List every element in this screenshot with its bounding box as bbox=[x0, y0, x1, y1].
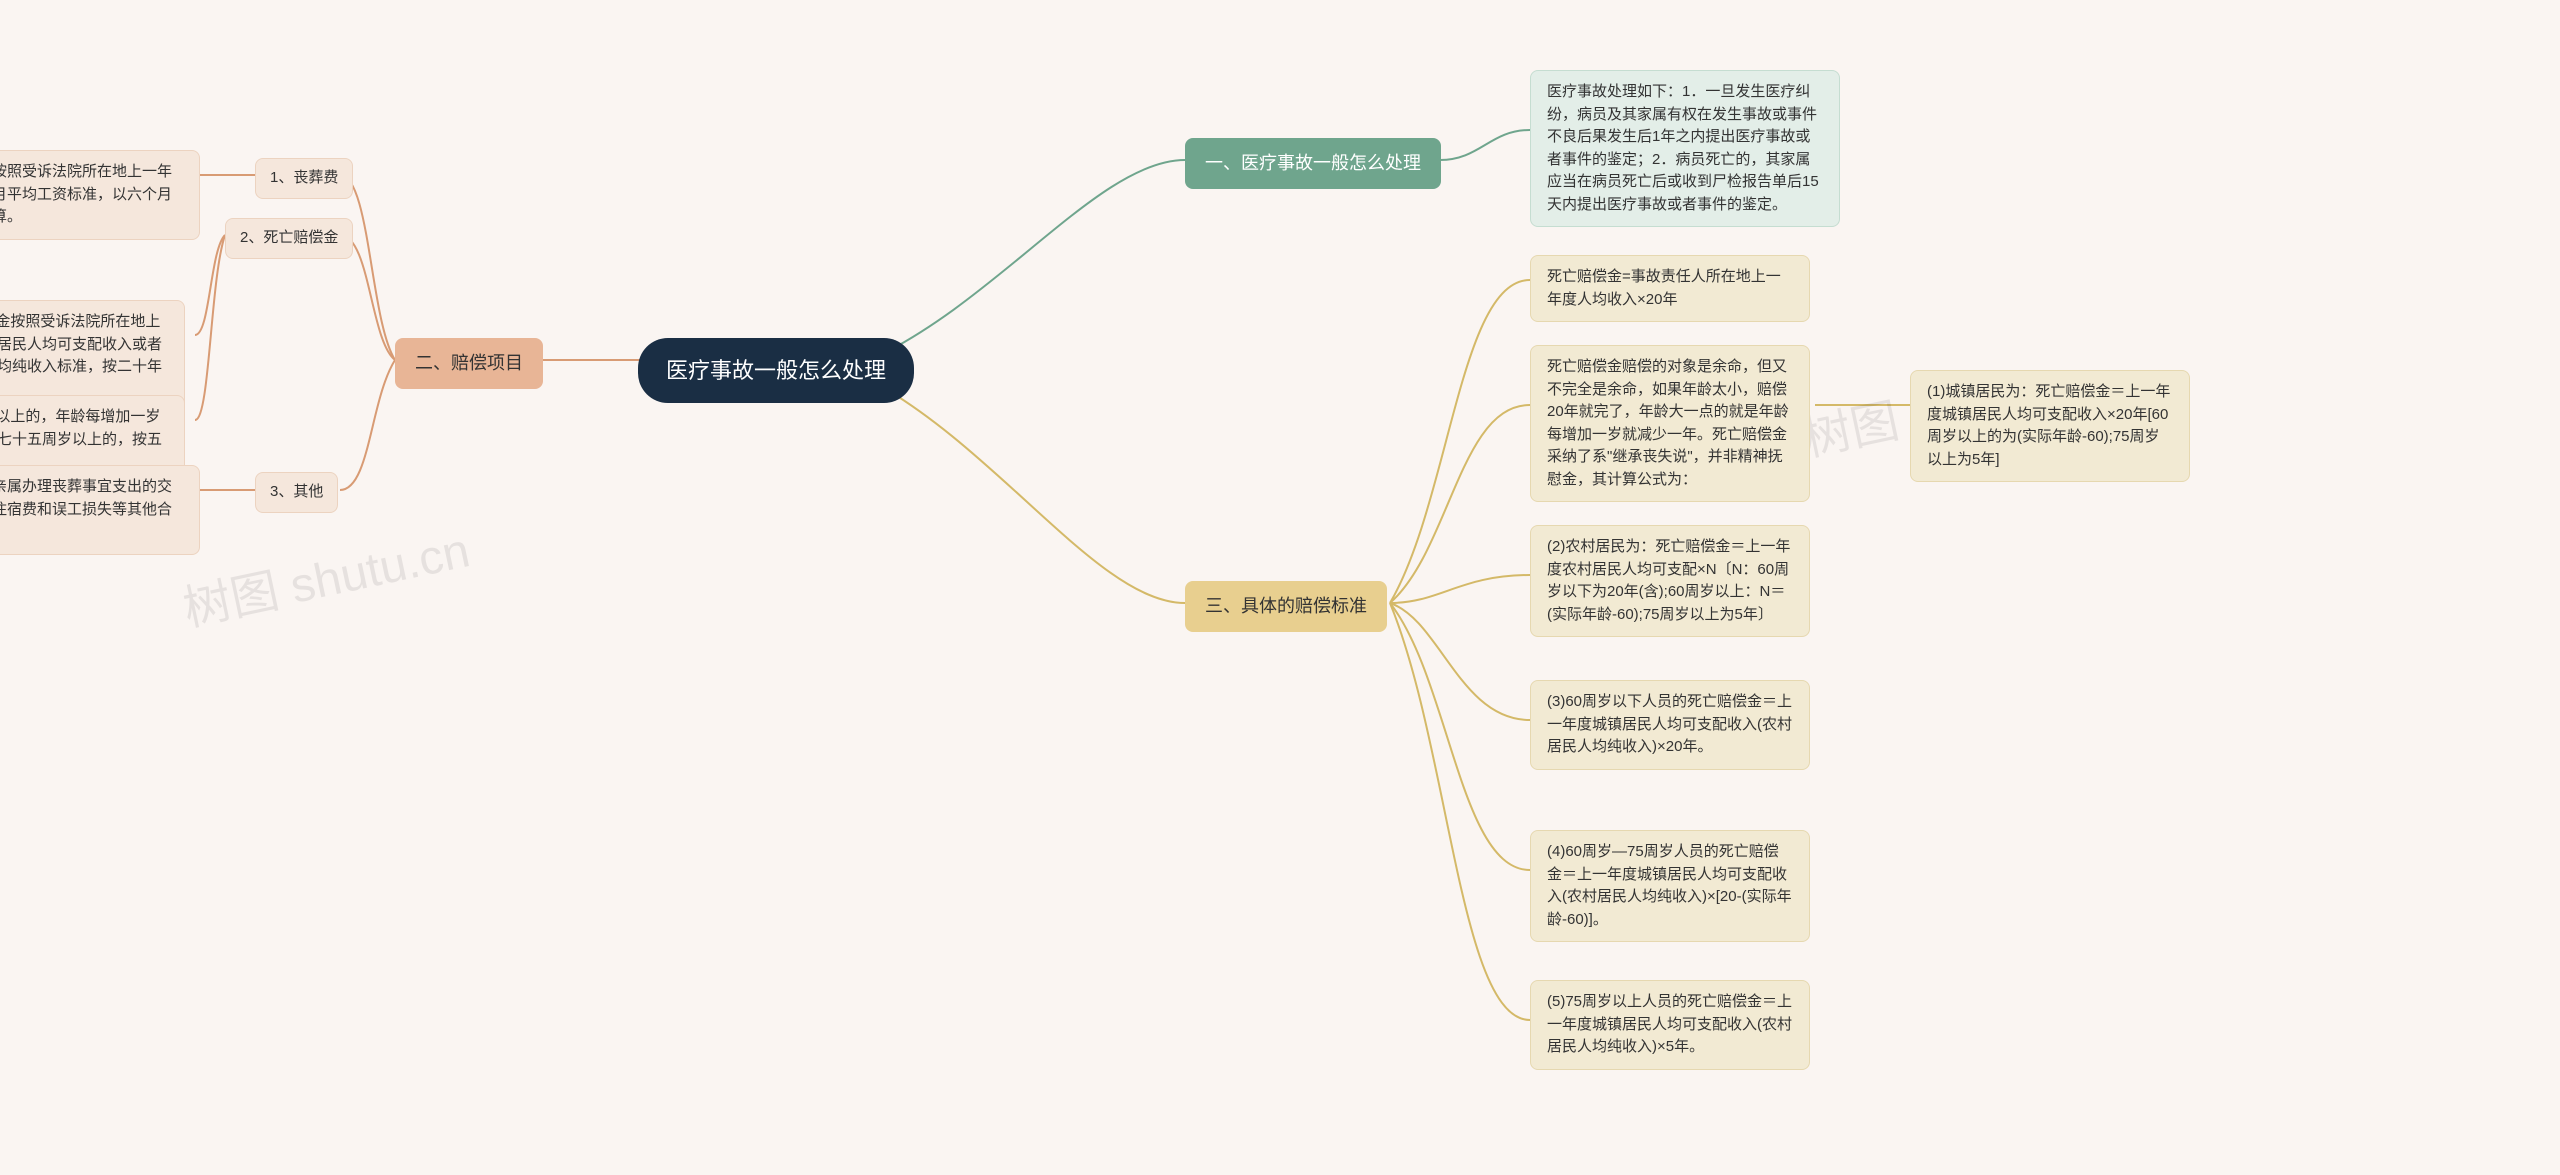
branch3-item5: (5)75周岁以上人员的死亡赔偿金＝上一年度城镇居民人均可支配收入(农村居民人均… bbox=[1530, 980, 1810, 1070]
branch2-item1-detail: 丧葬费按照受诉法院所在地上一年度职工月平均工资标准，以六个月总额计算。 bbox=[0, 150, 200, 240]
branch2-item3-detail: 受害人亲属办理丧葬事宜支出的交通费、住宿费和误工损失等其他合理费用。 bbox=[0, 465, 200, 555]
branch3-item0: 死亡赔偿金=事故责任人所在地上一年度人均收入×20年 bbox=[1530, 255, 1810, 322]
branch3-item2: (2)农村居民为：死亡赔偿金＝上一年度农村居民人均可支配×N〔N：60周岁以下为… bbox=[1530, 525, 1810, 637]
center-node: 医疗事故一般怎么处理 bbox=[638, 338, 914, 403]
branch3-item4: (4)60周岁—75周岁人员的死亡赔偿金＝上一年度城镇居民人均可支配收入(农村居… bbox=[1530, 830, 1810, 942]
branch3-title: 三、具体的赔偿标准 bbox=[1185, 581, 1387, 632]
branch2-title: 二、赔偿项目 bbox=[395, 338, 543, 389]
branch3-item3: (3)60周岁以下人员的死亡赔偿金＝上一年度城镇居民人均可支配收入(农村居民人均… bbox=[1530, 680, 1810, 770]
branch1-leaf: 医疗事故处理如下：1．一旦发生医疗纠纷，病员及其家属有权在发生事故或事件不良后果… bbox=[1530, 70, 1840, 227]
branch1-title: 一、医疗事故一般怎么处理 bbox=[1185, 138, 1441, 189]
branch3-item1: 死亡赔偿金赔偿的对象是余命，但又不完全是余命，如果年龄太小，赔偿20年就完了，年… bbox=[1530, 345, 1810, 502]
watermark: 树图 shutu.cn bbox=[176, 511, 475, 640]
branch2-item3-label: 3、其他 bbox=[255, 472, 338, 513]
branch2-item2-label: 2、死亡赔偿金 bbox=[225, 218, 353, 259]
branch3-subitem: (1)城镇居民为：死亡赔偿金＝上一年度城镇居民人均可支配收入×20年[60周岁以… bbox=[1910, 370, 2190, 482]
branch2-item1-label: 1、丧葬费 bbox=[255, 158, 353, 199]
